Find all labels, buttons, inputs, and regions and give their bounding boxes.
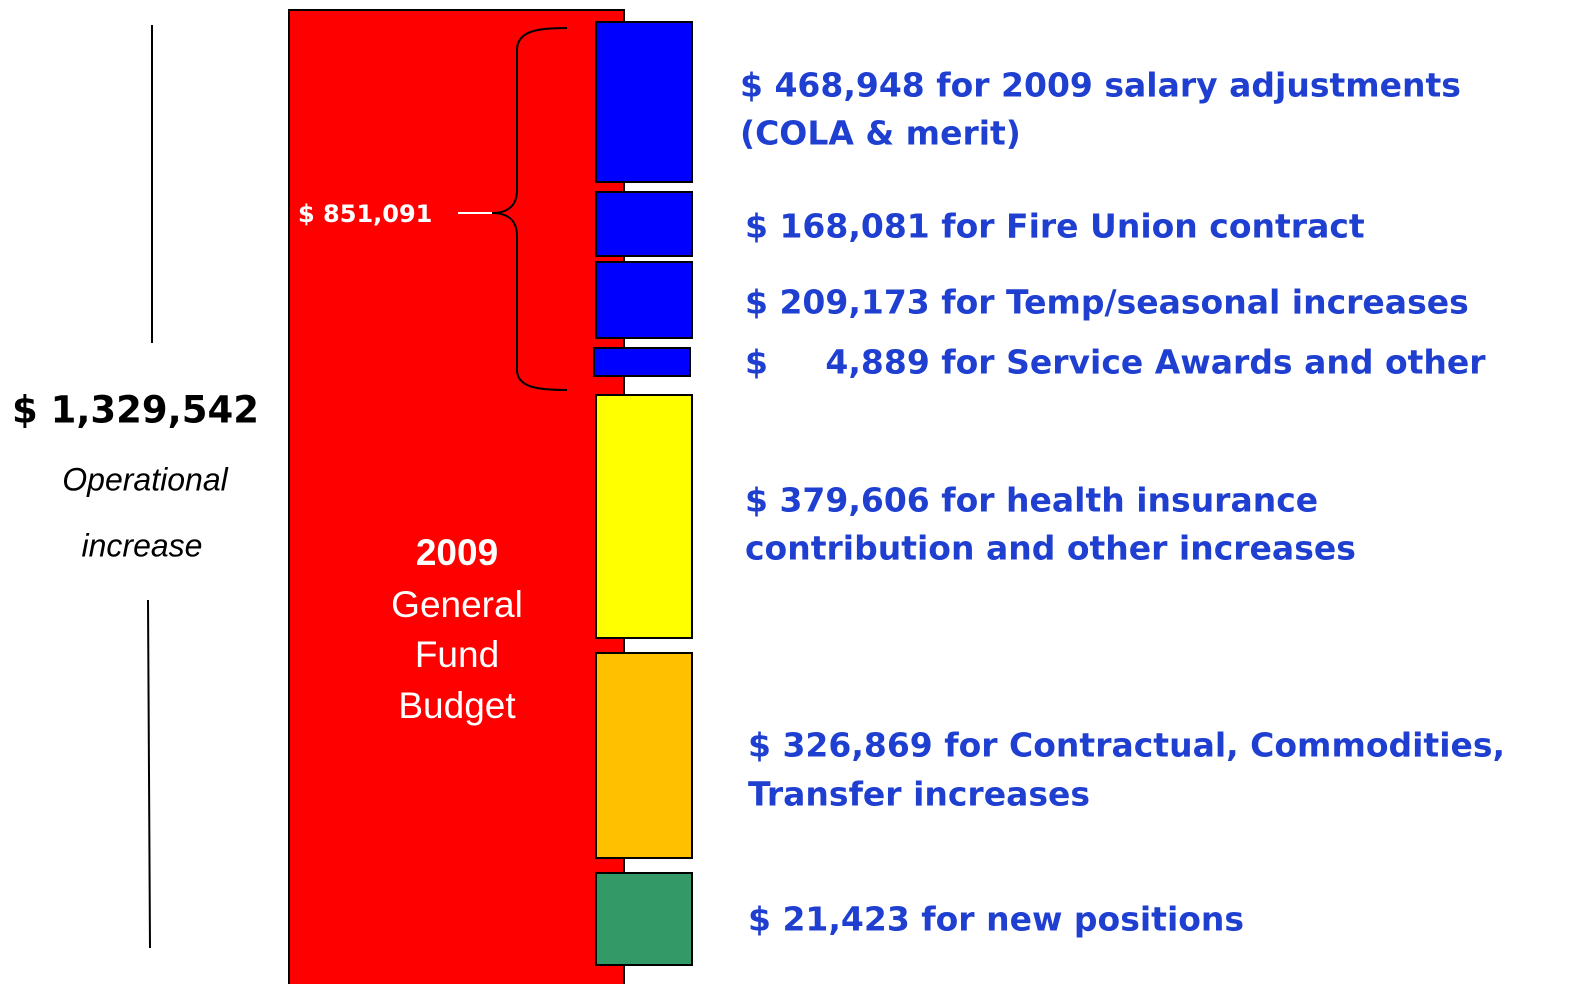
budget-label: General (391, 584, 523, 625)
budget-label: 2009 (416, 532, 498, 573)
item-text: $ 326,869 for Contractual, Commodities, (748, 726, 1505, 765)
total-amount: $ 1,329,542 (12, 389, 259, 432)
budget-label: Budget (398, 685, 516, 726)
range-line (147, 599, 151, 949)
component-box (595, 652, 693, 859)
item-text: $ 379,606 for health insurance (745, 481, 1318, 520)
component-box (595, 191, 693, 257)
brace-label: $ 851,091 (298, 200, 432, 228)
total-caption: Operational (62, 461, 228, 497)
item-text: (COLA & merit) (740, 114, 1021, 153)
budget-bar (288, 9, 625, 984)
item-text: $ 468,948 for 2009 salary adjustments (740, 66, 1461, 105)
item-text: $ 209,173 for Temp/seasonal increases (745, 283, 1469, 322)
component-box (595, 394, 693, 639)
component-box (593, 347, 691, 377)
component-box (595, 872, 693, 966)
total-caption: increase (82, 527, 203, 563)
component-box (595, 21, 693, 183)
item-text: $ 21,423 for new positions (748, 900, 1244, 939)
item-text: $ 168,081 for Fire Union contract (745, 207, 1365, 246)
item-text: contribution and other increases (745, 529, 1356, 568)
item-text: Transfer increases (748, 775, 1090, 814)
budget-label: Fund (415, 634, 499, 675)
component-box (595, 261, 693, 339)
item-text: $ 4,889 for Service Awards and other (745, 343, 1486, 382)
